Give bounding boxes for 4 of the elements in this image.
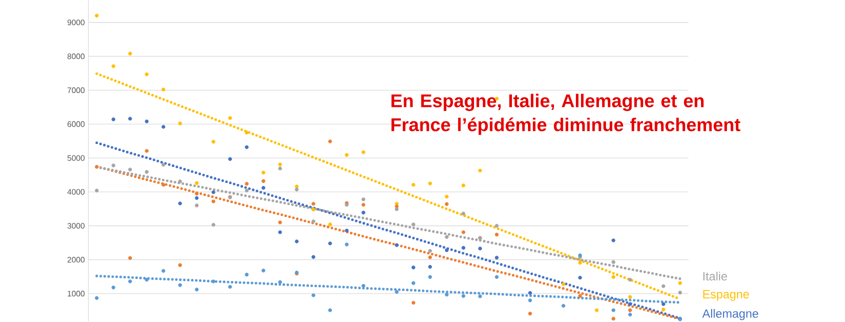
series-label: Espagne [703,290,749,301]
series-label: Italie [703,272,727,281]
series-label: Allemagne [702,309,758,320]
annotation: En Espagne, Italie, Allemagne et en France l’épidémie diminue franchement [392,94,740,135]
